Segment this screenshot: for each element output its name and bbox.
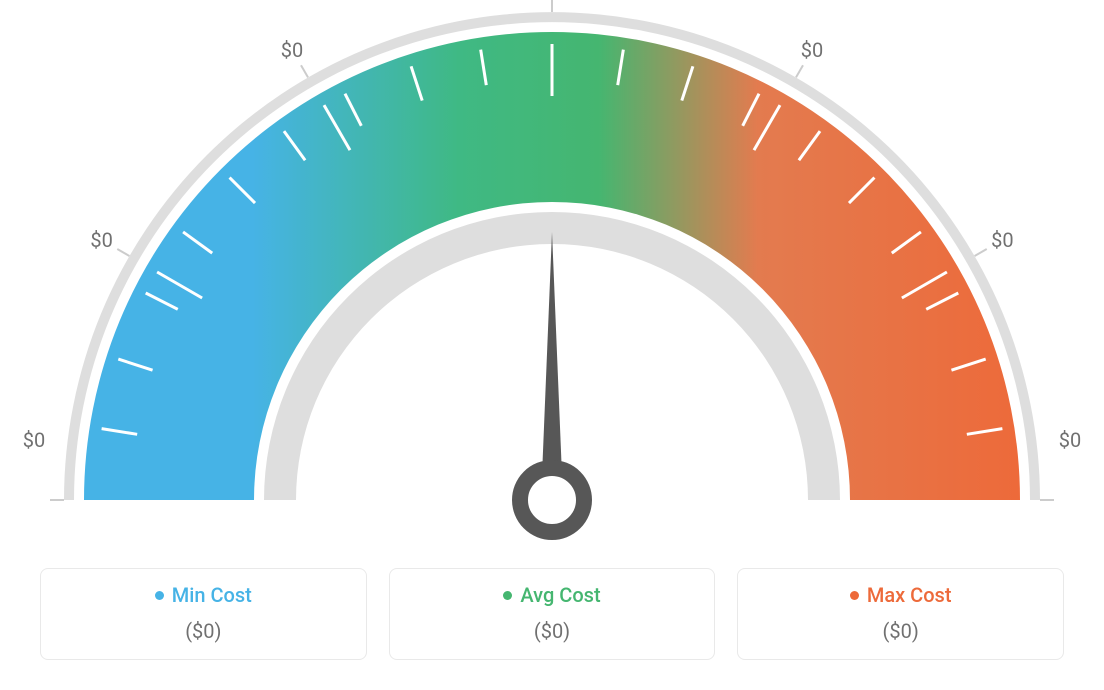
gauge-tick-label: $0 [801,38,823,62]
gauge-tick-label: $0 [90,228,112,252]
legend-dot-max [850,591,859,600]
gauge-tick-label: $0 [991,228,1013,252]
legend-card-min: Min Cost ($0) [40,568,367,660]
legend-value-min: ($0) [51,619,356,643]
legend-value-avg: ($0) [400,619,705,643]
gauge-area: $0$0$0$0$0$0$0 [0,0,1104,560]
legend-dot-min [155,591,164,600]
legend-row: Min Cost ($0) Avg Cost ($0) Max Cost ($0… [40,568,1064,660]
gauge-tick-label: $0 [23,428,45,452]
legend-card-max: Max Cost ($0) [737,568,1064,660]
legend-value-max: ($0) [748,619,1053,643]
legend-title-avg: Avg Cost [503,583,600,607]
legend-card-avg: Avg Cost ($0) [389,568,716,660]
gauge-tick-label: $0 [1059,428,1081,452]
legend-label-min: Min Cost [172,583,252,607]
gauge-svg [0,0,1104,560]
legend-dot-avg [503,591,512,600]
gauge-tick-label: $0 [281,38,303,62]
legend-title-max: Max Cost [850,583,952,607]
legend-label-max: Max Cost [867,583,952,607]
legend-title-min: Min Cost [155,583,252,607]
gauge-cost-chart: { "gauge": { "type": "gauge", "center_x"… [0,0,1104,690]
legend-label-avg: Avg Cost [520,583,600,607]
